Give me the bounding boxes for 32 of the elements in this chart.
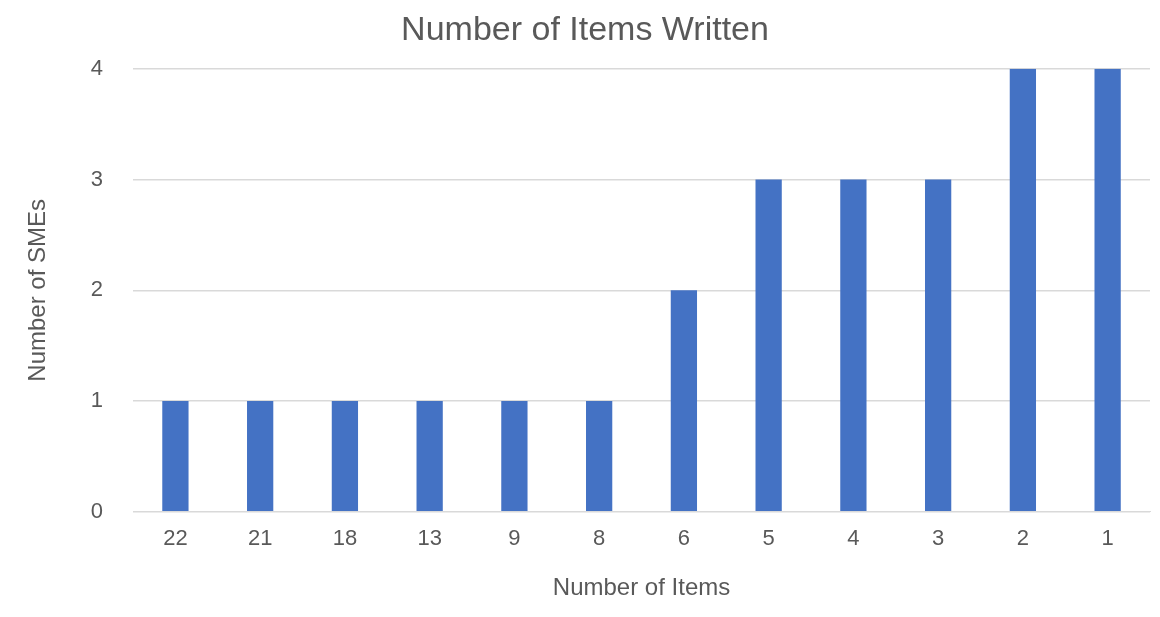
bar: [755, 179, 782, 512]
bar: [331, 401, 359, 512]
x-tick-label: 8: [593, 525, 606, 551]
bar: [1094, 68, 1121, 512]
y-tick-label: 2: [90, 276, 104, 302]
x-axis-title: Number of Items: [552, 573, 731, 601]
x-tick-label: 21: [247, 525, 273, 551]
y-tick-label: 1: [90, 387, 104, 413]
x-tick-label: 2: [1016, 525, 1029, 551]
x-tick-label: 5: [762, 525, 775, 551]
x-tick-label: 18: [332, 525, 358, 551]
bar: [501, 401, 528, 512]
bar: [586, 401, 613, 512]
bar: [1009, 68, 1037, 512]
bar: [162, 401, 189, 512]
bar: [416, 401, 443, 512]
x-tick-label: 3: [932, 525, 945, 551]
y-axis-title: Number of SMEs: [23, 198, 51, 382]
x-tick-label: 6: [677, 525, 691, 551]
bar: [840, 179, 867, 512]
x-tick-label: 13: [417, 525, 442, 551]
bar: [670, 290, 698, 512]
y-tick-label: 0: [90, 497, 104, 523]
y-tick-label: 3: [90, 165, 104, 191]
x-tick-label: 9: [508, 525, 521, 551]
x-tick-label: 4: [847, 525, 860, 551]
x-tick-label: 22: [163, 525, 188, 551]
bar: [925, 179, 952, 512]
bar: [247, 401, 274, 512]
y-tick-label: 4: [90, 54, 104, 80]
x-tick-label: 1: [1101, 525, 1114, 551]
chart-title: Number of Items Written: [401, 8, 769, 47]
